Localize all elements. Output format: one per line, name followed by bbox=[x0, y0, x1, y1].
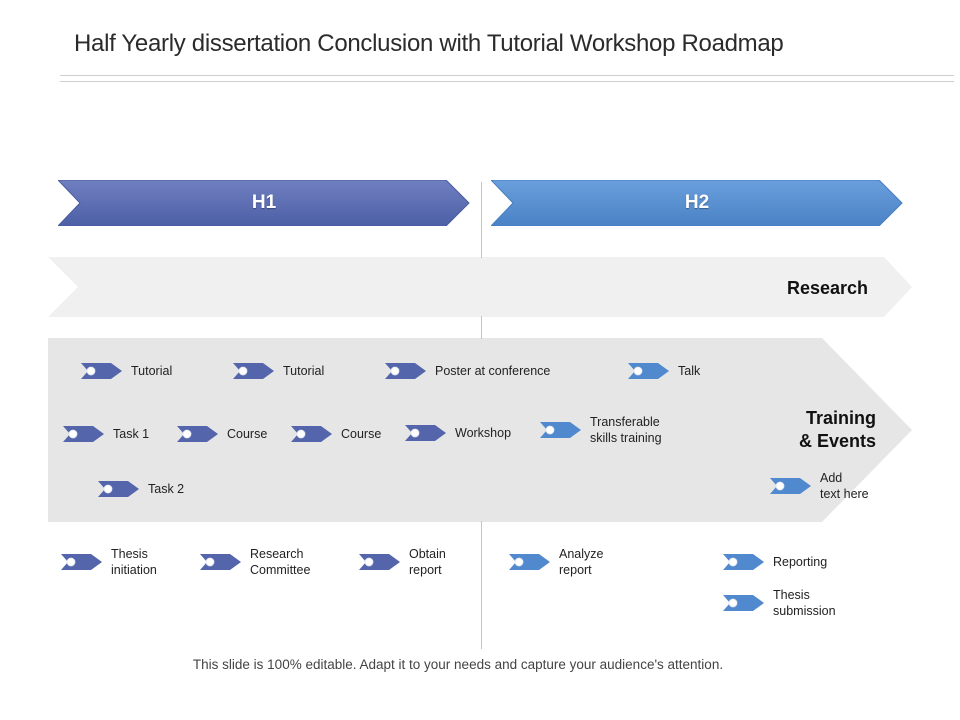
center-divider bbox=[481, 521, 482, 649]
arrow-icon bbox=[723, 592, 765, 614]
training-events-label: Training & Events bbox=[772, 407, 876, 453]
title-divider bbox=[60, 75, 954, 82]
item-label: Workshop bbox=[455, 425, 511, 441]
timeline-item: Research Committee bbox=[200, 546, 310, 578]
arrow-icon bbox=[291, 423, 333, 445]
timeline-item: Course bbox=[177, 423, 267, 445]
item-label: Reporting bbox=[773, 554, 827, 570]
timeline-item: Course bbox=[291, 423, 381, 445]
item-label-line: Poster at conference bbox=[435, 364, 551, 378]
item-label-line: skills training bbox=[590, 431, 662, 445]
training-band bbox=[48, 338, 914, 522]
item-label-line: Thesis bbox=[773, 588, 810, 602]
item-label: Add text here bbox=[820, 470, 869, 502]
item-label-line: report bbox=[559, 563, 592, 577]
item-label-line: Task 1 bbox=[113, 427, 150, 441]
item-label: Course bbox=[227, 426, 267, 442]
item-label-line: initiation bbox=[111, 563, 157, 577]
item-label: Analyze report bbox=[559, 546, 603, 578]
item-label: Transferable skills training bbox=[590, 414, 662, 446]
center-divider bbox=[481, 182, 482, 258]
item-label-line: Transferable bbox=[590, 415, 660, 429]
arrow-icon bbox=[509, 551, 551, 573]
item-label: Tutorial bbox=[283, 363, 324, 379]
item-label-line: Course bbox=[341, 427, 382, 441]
timeline-item: Task 1 bbox=[63, 423, 149, 445]
phase-label: H2 bbox=[684, 192, 710, 213]
arrow-icon bbox=[81, 360, 123, 382]
item-label: Task 1 bbox=[113, 426, 149, 442]
arrow-icon bbox=[359, 551, 401, 573]
timeline-item: Workshop bbox=[405, 422, 511, 444]
timeline-item: Add text here bbox=[770, 470, 869, 502]
footer-note: This slide is 100% editable. Adapt it to… bbox=[192, 657, 724, 672]
item-label: Course bbox=[341, 426, 381, 442]
item-label-line: Tutorial bbox=[131, 364, 173, 378]
training-label-line: & Events bbox=[798, 431, 876, 451]
item-label: Poster at conference bbox=[435, 363, 550, 379]
item-label-line: submission bbox=[773, 604, 836, 618]
page-title: Half Yearly dissertation Conclusion with… bbox=[74, 30, 784, 57]
timeline-item: Reporting bbox=[723, 551, 827, 573]
item-label: Thesis submission bbox=[773, 587, 836, 619]
arrow-icon bbox=[628, 360, 670, 382]
arrow-icon bbox=[723, 551, 765, 573]
arrow-icon bbox=[540, 419, 582, 441]
item-label-line: Course bbox=[227, 427, 268, 441]
item-label-line: Task 2 bbox=[148, 482, 185, 496]
arrow-icon bbox=[233, 360, 275, 382]
item-label: Research Committee bbox=[250, 546, 310, 578]
item-label-line: text here bbox=[820, 487, 869, 501]
timeline-item: Poster at conference bbox=[385, 360, 550, 382]
timeline-item: Obtain report bbox=[359, 546, 446, 578]
timeline-item: Tutorial bbox=[233, 360, 324, 382]
phase-label: H1 bbox=[251, 192, 277, 213]
item-label-line: Committee bbox=[250, 563, 311, 577]
phase-h1: H1 bbox=[58, 180, 470, 226]
training-label-line: Training bbox=[805, 408, 876, 428]
timeline-item: Analyze report bbox=[509, 546, 603, 578]
research-band bbox=[48, 257, 914, 317]
timeline-item: Tutorial bbox=[81, 360, 172, 382]
item-label-line: Workshop bbox=[455, 426, 512, 440]
research-label: Research bbox=[787, 278, 869, 298]
item-label-line: Research bbox=[250, 547, 304, 561]
item-label: Thesis initiation bbox=[111, 546, 157, 578]
arrow-icon bbox=[405, 422, 447, 444]
item-label: Talk bbox=[678, 363, 700, 379]
arrow-icon bbox=[200, 551, 242, 573]
arrow-icon bbox=[770, 475, 812, 497]
item-label-line: Talk bbox=[678, 364, 701, 378]
arrow-icon bbox=[177, 423, 219, 445]
item-label-line: Reporting bbox=[773, 555, 828, 569]
arrow-icon bbox=[61, 551, 103, 573]
item-label: Obtain report bbox=[409, 546, 446, 578]
arrow-icon bbox=[385, 360, 427, 382]
center-divider bbox=[481, 316, 482, 339]
item-label-line: Analyze bbox=[559, 547, 604, 561]
timeline-item: Thesis initiation bbox=[61, 546, 157, 578]
item-label: Task 2 bbox=[148, 481, 184, 497]
timeline-item: Thesis submission bbox=[723, 587, 836, 619]
arrow-icon bbox=[98, 478, 140, 500]
item-label-line: report bbox=[409, 563, 442, 577]
phase-h2: H2 bbox=[491, 180, 903, 226]
timeline-item: Talk bbox=[628, 360, 700, 382]
arrow-icon bbox=[63, 423, 105, 445]
item-label-line: Add bbox=[820, 471, 843, 485]
item-label-line: Tutorial bbox=[283, 364, 325, 378]
timeline-item: Transferable skills training bbox=[540, 414, 662, 446]
timeline-item: Task 2 bbox=[98, 478, 184, 500]
item-label: Tutorial bbox=[131, 363, 172, 379]
item-label-line: Obtain bbox=[409, 547, 446, 561]
item-label-line: Thesis bbox=[111, 547, 148, 561]
